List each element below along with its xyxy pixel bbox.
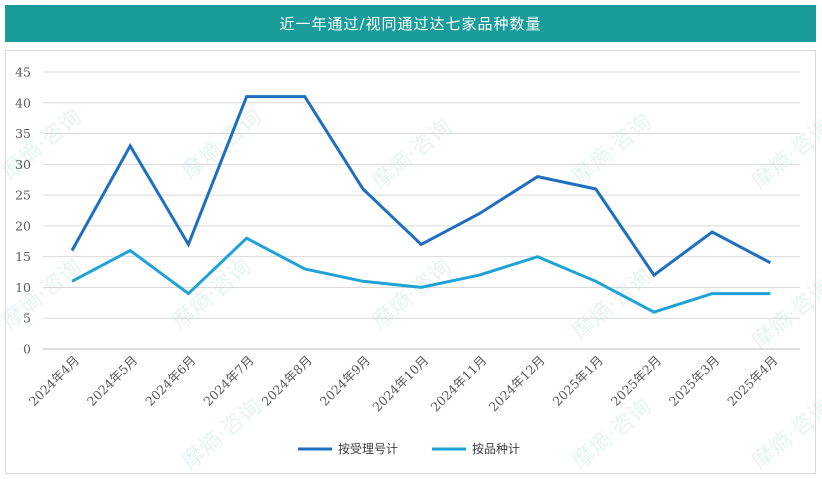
x-tick-label: 2025年4月	[724, 353, 780, 409]
y-axis-ticks: 0 5 10 15 20 25 30 35 40 45	[15, 65, 31, 357]
series-line-1	[70, 95, 772, 278]
watermark-text: 摩熵·咨询	[178, 394, 267, 474]
watermark-text: 摩熵·咨询	[368, 114, 457, 194]
x-tick-label: 2024年12月	[486, 353, 548, 415]
y-tick-label: 0	[23, 342, 31, 357]
y-tick-label: 40	[15, 95, 31, 110]
legend-label: 按品种计	[472, 442, 520, 456]
watermark-text: 摩熵·咨询	[168, 254, 257, 334]
x-tick-label: 2024年9月	[317, 353, 373, 409]
x-tick-label: 2024年4月	[26, 353, 82, 409]
chart-frame	[5, 50, 816, 474]
x-tick-label: 2024年11月	[427, 353, 489, 415]
x-tick-label: 2025年1月	[550, 353, 606, 409]
x-tick-label: 2025年3月	[666, 353, 722, 409]
watermark-text: 摩熵·咨询	[748, 274, 822, 354]
x-tick-label: 2024年5月	[84, 353, 140, 409]
series-lines	[70, 95, 772, 314]
y-tick-label: 25	[15, 188, 31, 203]
y-tick-label: 5	[23, 311, 31, 326]
watermark-text: 摩熵·咨询	[178, 104, 267, 184]
watermark-text: 摩熵·咨询	[368, 254, 457, 334]
legend-label: 按受理号计	[338, 442, 398, 456]
y-tick-label: 35	[15, 126, 31, 141]
x-tick-label: 2024年10月	[369, 353, 431, 415]
watermark-text: 摩熵·咨询	[748, 394, 822, 474]
watermark-text: 摩熵·咨询	[568, 394, 657, 474]
grid-lines	[43, 71, 800, 350]
chart-title: 近一年通过/视同通过达七家品种数量	[5, 5, 816, 42]
watermark-text: 摩熵·咨询	[568, 109, 657, 189]
x-tick-label: 2024年6月	[142, 353, 198, 409]
y-tick-label: 30	[15, 157, 31, 172]
x-tick-label: 2024年8月	[259, 353, 315, 409]
legend: 按受理号计 按品种计	[298, 442, 520, 456]
y-tick-label: 20	[15, 218, 31, 233]
watermark-text: 摩熵·咨询	[0, 104, 87, 184]
watermark-text: 摩熵·咨询	[0, 254, 87, 334]
x-axis-ticks: 2024年4月 2024年5月 2024年6月 2024年7月 2024年8月 2024年…	[26, 353, 781, 415]
y-tick-label: 15	[15, 249, 31, 264]
y-tick-label: 10	[15, 280, 31, 295]
series-line-2	[71, 236, 771, 314]
y-tick-label: 45	[15, 65, 31, 80]
watermark-text: 摩熵·咨询	[748, 114, 822, 194]
